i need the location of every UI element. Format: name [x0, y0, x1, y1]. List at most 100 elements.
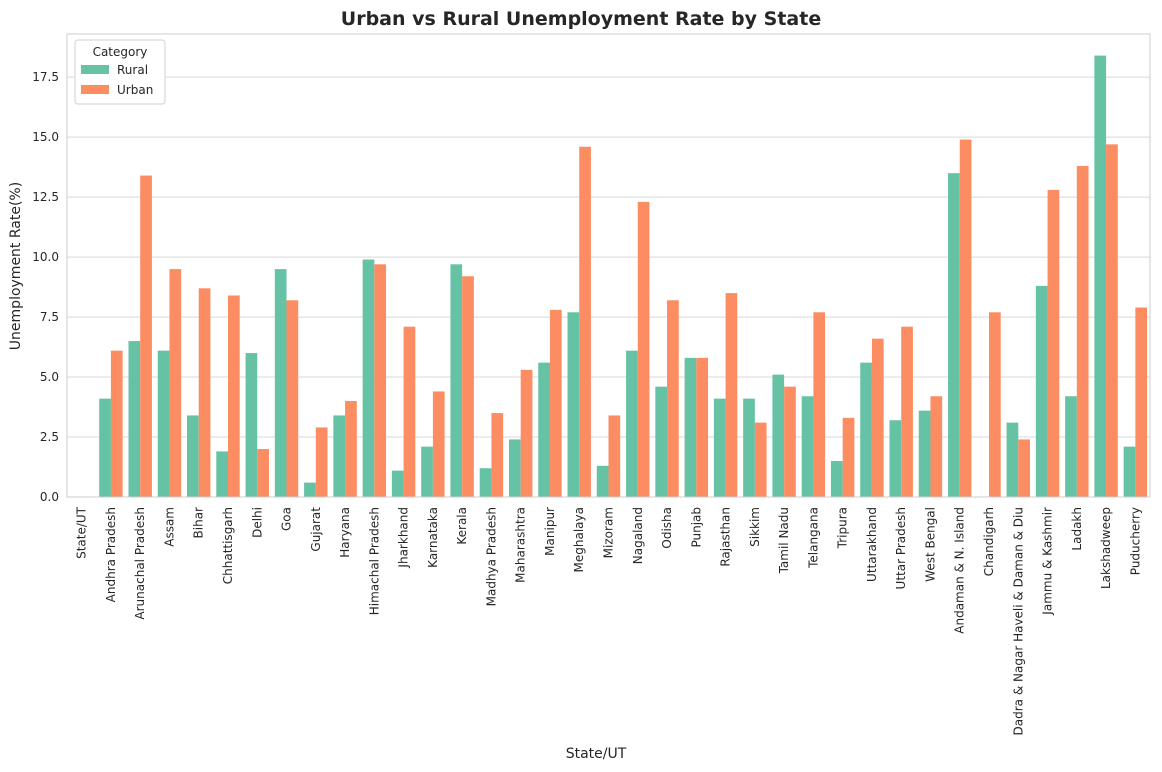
bar-urban: [784, 386, 796, 497]
bar-rural: [362, 259, 375, 497]
x-tick-label: Puducherry: [1128, 507, 1142, 575]
y-tick-label: 17.5: [32, 70, 59, 84]
x-tick-label: Assam: [162, 507, 176, 547]
x-tick-label: Telangana: [806, 507, 820, 569]
x-tick-label: Goa: [280, 507, 294, 531]
bar-urban: [491, 413, 504, 497]
x-tick-label: Meghalaya: [572, 507, 586, 572]
y-tick-label: 5.0: [40, 370, 59, 384]
bar-rural: [508, 439, 521, 497]
bar-urban: [871, 338, 884, 497]
x-tick-label: Manipur: [543, 507, 557, 556]
y-tick-label: 7.5: [40, 310, 59, 324]
x-tick-label: Sikkim: [748, 507, 762, 547]
x-tick-label: Rajasthan: [719, 507, 733, 567]
bar-rural: [538, 362, 550, 497]
x-tick-label: Karnataka: [426, 507, 440, 568]
bar-rural: [216, 451, 228, 497]
y-tick-label: 0.0: [40, 490, 59, 504]
bar-urban: [989, 312, 1001, 497]
x-tick-label: Maharashtra: [514, 507, 528, 583]
axes: 0.0 2.5 5.0 7.5 10.0 12.5 15.0 17.5 State/UT Andh…: [32, 33, 1151, 735]
bar-urban: [286, 300, 299, 497]
x-tick-label: Gujarat: [309, 507, 323, 552]
bar-rural: [626, 350, 638, 497]
bar-urban: [1047, 189, 1060, 497]
x-tick-label: Uttarakhand: [865, 507, 879, 582]
bar-rural: [333, 415, 346, 497]
x-tick-label: Andaman & N. Island: [953, 507, 967, 634]
bar-urban: [930, 396, 943, 497]
bar-urban: [169, 269, 182, 497]
x-tick-label: Delhi: [250, 507, 264, 538]
legend-swatch-urban: [81, 85, 109, 94]
legend-title: Category: [93, 45, 148, 59]
x-tick-label: State/UT: [75, 506, 89, 559]
bar-urban: [667, 300, 679, 497]
bar-rural: [713, 398, 726, 497]
y-axis-label: Unemployment Rate(%): [8, 182, 24, 350]
bar-urban: [1076, 165, 1089, 497]
x-tick-label: Dadra & Nagar Haveli & Daman & Diu: [1011, 507, 1025, 735]
bar-rural: [567, 312, 580, 497]
x-tick-label: Punjab: [689, 507, 703, 548]
x-tick-label: Tamil Nadu: [777, 507, 791, 574]
x-tick-label: Jharkhand: [397, 507, 411, 569]
bars: [99, 55, 1148, 498]
bar-urban: [198, 288, 211, 497]
bar-rural: [391, 470, 404, 497]
y-tick-label: 10.0: [32, 250, 59, 264]
bar-urban: [520, 369, 533, 497]
x-tick-label: Jammu & Kashmir: [1041, 507, 1055, 616]
bar-urban: [579, 146, 591, 497]
y-tick-label: 15.0: [32, 130, 59, 144]
legend: Category Rural Urban: [74, 39, 166, 105]
bar-rural: [655, 386, 668, 497]
bar-urban: [959, 139, 972, 498]
bar-rural: [801, 396, 814, 497]
bar-urban: [140, 175, 152, 498]
bar-rural: [1006, 422, 1019, 497]
bar-rural: [918, 410, 931, 497]
bar-rural: [830, 461, 843, 497]
x-tick-label: Haryana: [338, 507, 352, 558]
x-tick-label: Odisha: [660, 507, 674, 549]
legend-swatch-rural: [81, 65, 109, 74]
x-tick-label: West Bengal: [923, 507, 937, 582]
x-tick-label: Madhya Pradesh: [484, 507, 498, 606]
plot-frame: [66, 33, 1151, 498]
bar-urban: [637, 201, 650, 497]
bar-rural: [1065, 396, 1077, 497]
legend-label-rural: Rural: [117, 63, 148, 77]
x-tick-label: Ladakh: [1070, 507, 1084, 551]
bar-urban: [725, 293, 738, 497]
bar-rural: [187, 415, 199, 497]
bar-urban: [257, 449, 269, 497]
bar-rural: [684, 357, 697, 497]
x-tick-label: Uttar Pradesh: [894, 507, 908, 589]
x-tick-label: Himachal Pradesh: [367, 507, 381, 615]
bar-urban: [813, 312, 826, 497]
x-tick-label: Mizoram: [602, 507, 616, 558]
x-tick-label: Kerala: [455, 507, 469, 545]
bar-urban: [754, 422, 767, 497]
bar-urban: [432, 391, 445, 497]
bar-rural: [274, 269, 287, 497]
bar-rural: [479, 468, 492, 497]
x-axis-label: State/UT: [566, 746, 627, 762]
x-tick-label: Chhattisgarh: [221, 507, 235, 584]
bar-rural: [1094, 55, 1107, 498]
chart-title: Urban vs Rural Unemployment Rate by Stat…: [341, 8, 821, 30]
bar-urban: [696, 357, 709, 497]
bar-rural: [1035, 285, 1048, 497]
bar-urban: [462, 276, 474, 497]
bar-urban: [110, 350, 123, 497]
bar-rural: [948, 173, 960, 497]
y-tick-label: 12.5: [32, 190, 59, 204]
bar-rural: [450, 264, 463, 497]
x-tick-label: Nagaland: [631, 507, 645, 564]
bar-rural: [99, 398, 111, 497]
bar-urban: [1135, 307, 1148, 497]
